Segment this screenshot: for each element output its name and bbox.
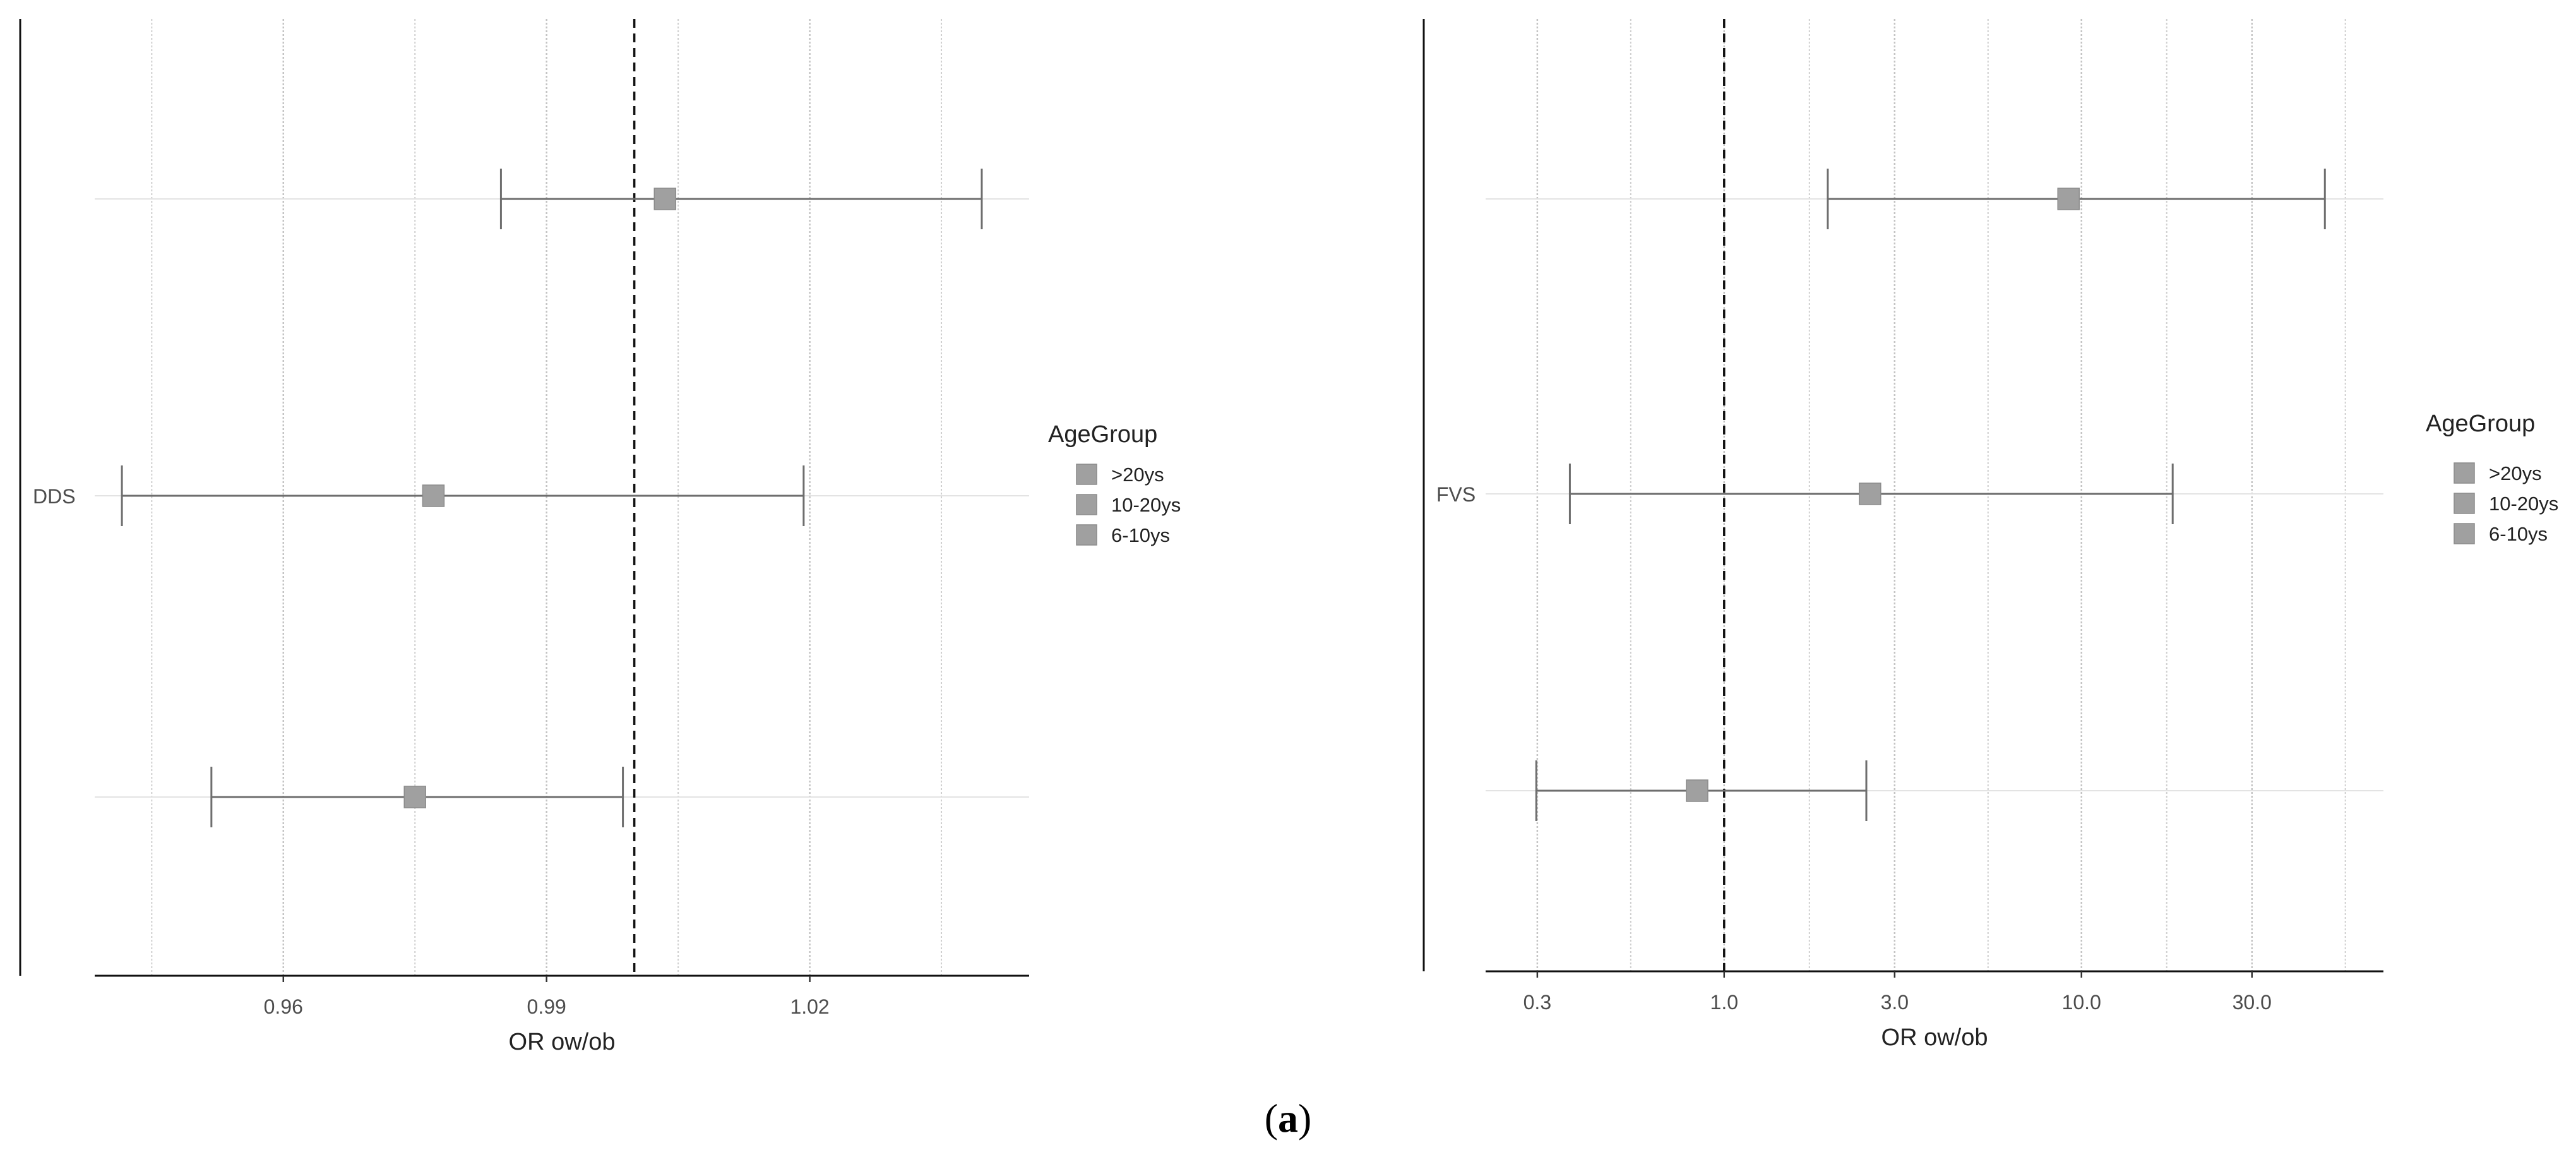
dds-y-tick-label: DDS (33, 485, 76, 508)
dds-legend-label: >20ys (1111, 464, 1164, 486)
fvs-x-tick-label: 30.0 (2233, 991, 2272, 1014)
caption-open-paren: ( (1265, 1096, 1278, 1141)
dds-x-axis-title: OR ow/ob (509, 1029, 616, 1055)
dds-x-tick-label: 0.96 (264, 995, 303, 1018)
fvs-legend-label: 10-20ys (2489, 493, 2558, 515)
dds-point-estimate (422, 484, 445, 507)
figure-caption: (a) (1265, 1096, 1312, 1141)
fvs-x-tick-label: 0.3 (1524, 991, 1551, 1014)
fvs-legend-key (2454, 462, 2475, 484)
fvs-legend-label: 6-10ys (2489, 523, 2548, 545)
dds-legend-title: AgeGroup (1048, 421, 1157, 448)
dds-point-estimate (653, 188, 677, 210)
fvs-point-estimate (1859, 483, 1881, 505)
fvs-point-estimate (2057, 188, 2080, 210)
fvs-legend-key (2454, 493, 2475, 514)
caption-close-paren: ) (1298, 1096, 1311, 1141)
dds-point-estimate (403, 786, 426, 808)
caption-letter: a (1278, 1096, 1298, 1141)
dds-legend-key (1076, 524, 1097, 546)
fvs-x-axis-title: OR ow/ob (1881, 1024, 1988, 1051)
dds-x-tick-label: 1.02 (790, 995, 829, 1018)
fvs-legend-key (2454, 523, 2475, 544)
fvs-forest-panel: 0.3 1.0 3.0 10.0 30.0 OR ow/ob FVS AgeGroup >20y… (1422, 19, 2558, 1051)
fvs-legend-title: AgeGroup (2426, 411, 2535, 437)
dds-forest-panel: 0.96 0.99 1.02 OR ow/ob DDS AgeGroup >20ys 10-2… (19, 19, 1181, 1055)
dds-x-tick-label: 0.99 (527, 995, 566, 1018)
dds-legend-label: 6-10ys (1111, 524, 1170, 546)
fvs-x-tick-label: 1.0 (1710, 991, 1738, 1014)
dds-legend-key (1076, 494, 1097, 515)
fvs-x-tick-label: 10.0 (2062, 991, 2101, 1014)
fvs-x-tick-label: 3.0 (1881, 991, 1909, 1014)
fvs-point-estimate (1686, 779, 1708, 802)
dds-legend-key (1076, 464, 1097, 485)
fvs-legend-label: >20ys (2489, 462, 2542, 484)
fvs-y-tick-label: FVS (1436, 483, 1476, 506)
dds-legend-label: 10-20ys (1111, 494, 1181, 516)
